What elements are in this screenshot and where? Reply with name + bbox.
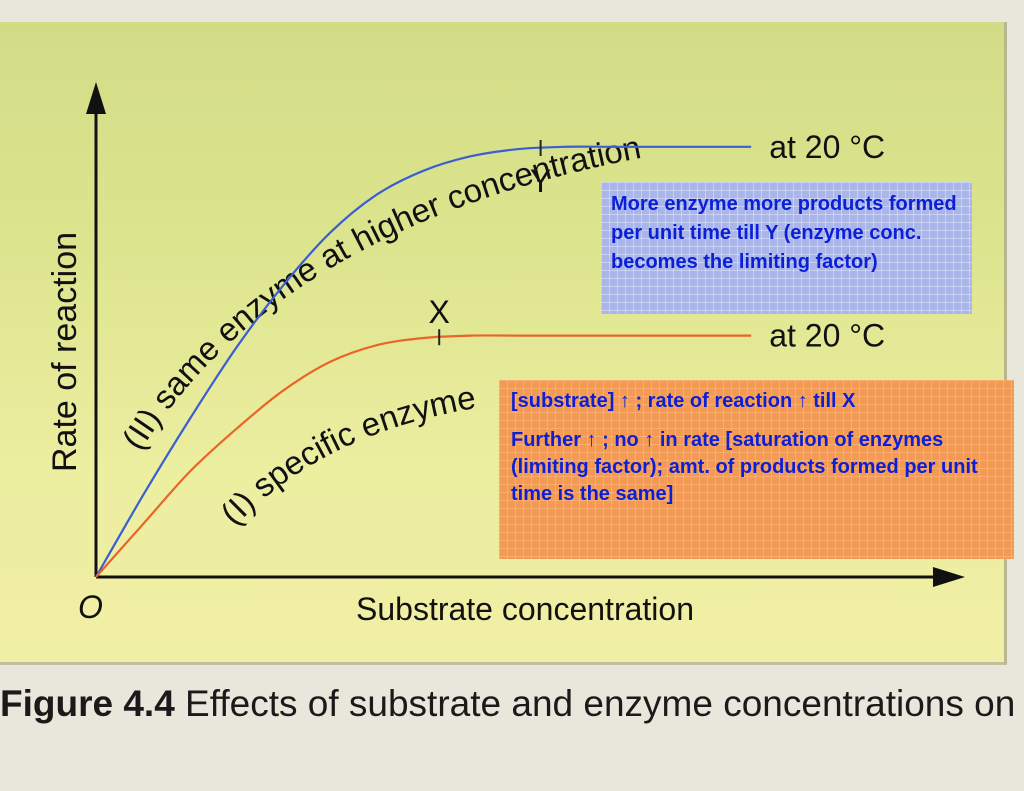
annotation-box-y: More enzyme more products formed per uni… xyxy=(601,182,972,314)
end-label-ii: at 20 °C xyxy=(769,129,885,165)
x-axis-label: Substrate concentration xyxy=(356,591,694,627)
series-label-i-text: (I) specific enzyme xyxy=(213,378,478,532)
annotation-box-x: [substrate] ↑ ; rate of reaction ↑ till … xyxy=(499,380,1014,559)
annotation-y-text: More enzyme more products formed per uni… xyxy=(611,193,957,273)
caption-label: Figure 4.4 xyxy=(0,683,175,724)
annotation-x-line1: [substrate] ↑ ; rate of reaction ↑ till … xyxy=(511,390,856,412)
marker-label-x: X xyxy=(429,294,450,330)
marker-label-y: Y xyxy=(530,163,551,199)
y-axis-label: Rate of reaction xyxy=(46,232,84,472)
series-layer: Yat 20 °C Xat 20 °C xyxy=(95,129,885,578)
series-line-i xyxy=(95,334,752,578)
figure-caption: Figure 4.4 Effects of substrate and enzy… xyxy=(0,678,1020,729)
y-axis-arrow-icon xyxy=(86,82,106,114)
end-label-i: at 20 °C xyxy=(769,318,885,354)
caption-text: Effects of substrate and enzyme concentr… xyxy=(185,683,1020,724)
series-label-i: (I) specific enzyme xyxy=(213,378,478,532)
origin-label: O xyxy=(78,589,103,625)
chart: Rate of reaction Substrate concentration… xyxy=(46,82,965,627)
figure-panel: Rate of reaction Substrate concentration… xyxy=(0,22,1007,665)
annotation-x-line2: Further ↑ ; no ↑ in rate [saturation of … xyxy=(511,429,978,505)
series-line-ii xyxy=(95,145,752,578)
x-axis-arrow-icon xyxy=(933,567,965,587)
